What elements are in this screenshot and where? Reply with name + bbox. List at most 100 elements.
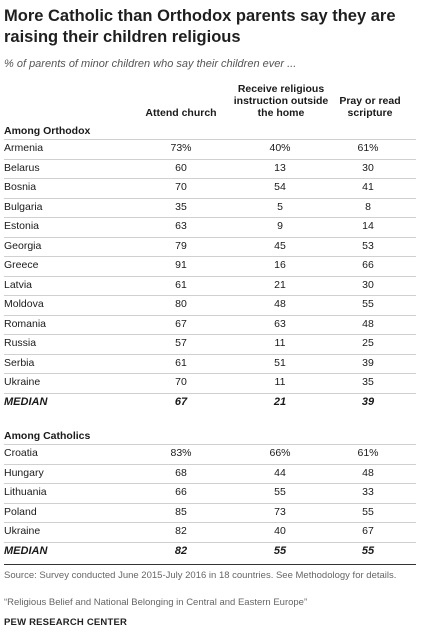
value-cell: 11 [274, 337, 286, 349]
value-cell: 82 [175, 525, 187, 537]
value-cell: 61 [175, 278, 187, 291]
value-cell: 35 [175, 200, 187, 213]
country-label: Hungary [4, 466, 44, 479]
value-cell: 66 [362, 259, 374, 271]
value-cell: 40% [269, 142, 291, 154]
value-cell: 11 [274, 376, 286, 388]
table-row: Serbia 61 51 39 [0, 355, 421, 374]
table-row: Lithuania 66 55 33 [0, 484, 421, 503]
table-row: Latvia 61 21 30 [0, 277, 421, 296]
country-label: Ukraine [4, 525, 41, 537]
value-cell: 61% [357, 447, 379, 459]
country-label: Belarus [4, 161, 40, 174]
table-row: Belarus 60 13 30 [0, 160, 421, 179]
value-cell: 61 [175, 356, 187, 369]
value-cell: 39 [361, 395, 375, 408]
country-label: Bulgaria [4, 200, 43, 213]
value-cell: 40 [274, 525, 286, 537]
table-divider [4, 353, 416, 355]
table-divider [4, 334, 416, 335]
value-cell: 35 [362, 376, 374, 388]
value-cell: 48 [274, 298, 286, 310]
value-cell: 55 [274, 486, 286, 498]
table-row: Croatia 83% 66% 61% [0, 445, 421, 464]
table-divider [4, 444, 416, 445]
value-cell: 91 [175, 259, 187, 271]
value-cell: 41 [362, 181, 374, 193]
table-row: Bulgaria 35 5 8 [0, 199, 421, 218]
country-label: Serbia [4, 356, 35, 369]
table-divider [4, 275, 416, 277]
column-header-pray-scripture: Pray or read scripture [339, 95, 401, 119]
country-label: Bosnia [4, 181, 37, 193]
country-label: Croatia [4, 447, 38, 459]
table-row: Ukraine 70 11 35 [0, 374, 421, 393]
table-divider [4, 314, 416, 316]
country-label: Russia [4, 337, 37, 349]
table-divider [4, 256, 416, 257]
table-row: Armenia 73% 40% 61% [0, 140, 421, 159]
table-divider [4, 373, 416, 374]
value-cell: 5 [277, 200, 283, 213]
country-label: Lithuania [4, 486, 47, 498]
value-cell: 73% [170, 142, 192, 154]
country-label: Moldova [4, 298, 44, 310]
country-label: Estonia [4, 220, 40, 232]
value-cell: 55 [362, 298, 374, 310]
value-cell: 51 [274, 356, 286, 369]
country-label: Georgia [4, 239, 42, 252]
country-label: Latvia [4, 278, 33, 291]
value-cell: 70 [175, 181, 187, 193]
table-row: Greece 91 16 66 [0, 257, 421, 276]
value-cell: 8 [365, 200, 371, 213]
value-cell: 45 [274, 239, 286, 252]
table-row: Russia 57 11 25 [0, 335, 421, 354]
value-cell: 67 [362, 525, 374, 537]
table-row: Hungary 68 44 48 [0, 465, 421, 484]
value-cell: 55 [361, 544, 375, 557]
table-divider [4, 139, 416, 140]
table-divider [4, 483, 416, 484]
country-label: Ukraine [4, 376, 41, 388]
brand-label: PEW RESEARCH CENTER [4, 617, 128, 628]
value-cell: 25 [362, 337, 374, 349]
table-divider [4, 564, 416, 565]
value-cell: 70 [175, 376, 187, 388]
value-cell: 48 [362, 466, 374, 479]
value-cell: 66 [175, 486, 187, 498]
table-row: Ukraine 82 40 67 [0, 523, 421, 542]
table-divider [4, 392, 416, 394]
value-cell: 33 [362, 486, 374, 498]
country-label: Poland [4, 505, 37, 518]
table-divider [4, 295, 416, 296]
value-cell: 30 [362, 278, 374, 291]
table-row: Romania 67 63 48 [0, 316, 421, 335]
table-row: Georgia 79 45 53 [0, 238, 421, 257]
value-cell: 16 [274, 259, 286, 271]
value-cell: 14 [362, 220, 374, 232]
value-cell: 67 [174, 395, 188, 408]
value-cell: 48 [362, 317, 374, 330]
column-header-attend-church: Attend church [145, 107, 217, 119]
table-row: Bosnia 70 54 41 [0, 179, 421, 198]
table-divider [4, 541, 416, 543]
table-divider [4, 178, 416, 179]
value-cell: 57 [175, 337, 187, 349]
chart-title: More Catholic than Orthodox parents say … [4, 7, 396, 46]
median-label: MEDIAN [4, 395, 48, 408]
value-cell: 80 [175, 298, 187, 310]
section-label: Among Catholics [4, 430, 91, 442]
table-row: Moldova 80 48 55 [0, 296, 421, 315]
value-cell: 54 [274, 181, 286, 193]
value-cell: 85 [175, 505, 187, 518]
value-cell: 21 [274, 278, 286, 291]
value-cell: 83% [170, 447, 192, 459]
value-cell: 73 [274, 505, 286, 518]
value-cell: 21 [273, 395, 287, 408]
value-cell: 79 [175, 239, 187, 252]
country-label: Greece [4, 259, 39, 271]
chart-subtitle: % of parents of minor children who say t… [4, 58, 297, 70]
country-label: Armenia [4, 142, 44, 154]
value-cell: 55 [273, 544, 287, 557]
